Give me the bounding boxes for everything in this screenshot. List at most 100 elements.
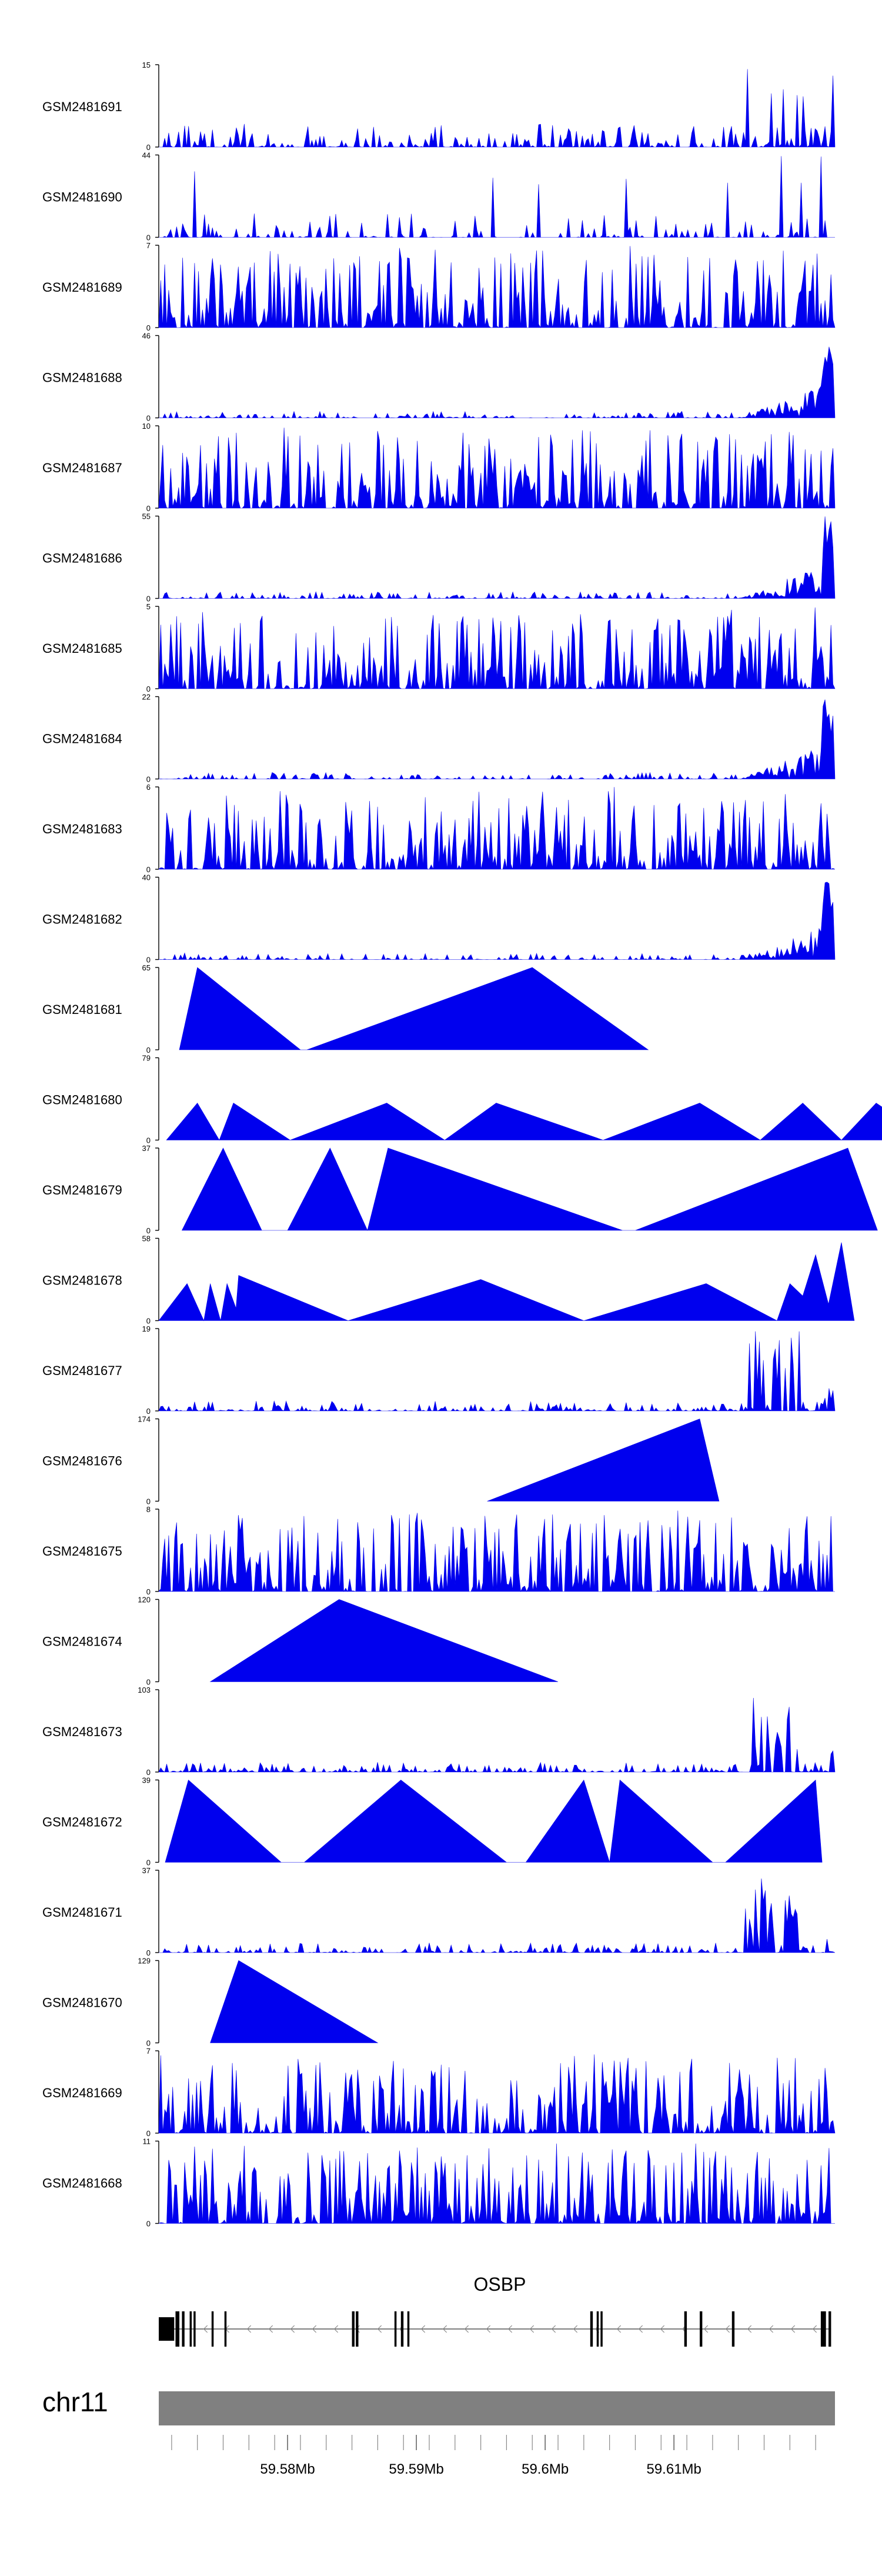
track-GSM2481690: GSM2481690 44 0 [42, 151, 835, 242]
strand-arrow [507, 2325, 513, 2333]
gene-exon [356, 2311, 359, 2347]
track-label: GSM2481674 [42, 1634, 122, 1649]
y-max-label: 7 [146, 241, 151, 250]
track-GSM2481676: GSM2481676 174 0 [42, 1415, 720, 1506]
gene-exon [407, 2311, 410, 2347]
gene-exon [182, 2311, 185, 2347]
track-GSM2481677: GSM2481677 19 0 [42, 1324, 836, 1416]
chromosome-ideogram: chr11 [42, 2387, 835, 2425]
track-label: GSM2481687 [42, 461, 122, 475]
strand-arrow [442, 2325, 447, 2333]
gene-exon [600, 2311, 603, 2347]
gene-track: OSBP [159, 2274, 831, 2347]
y-max-label: 22 [142, 693, 151, 702]
coverage-area [158, 2054, 836, 2134]
y-min-label: 0 [146, 414, 151, 423]
coverage-area [158, 607, 836, 690]
track-GSM2481679: GSM2481679 37 0 [42, 1144, 878, 1235]
gene-exon [175, 2311, 180, 2347]
track-GSM2481689: GSM2481689 7 0 [42, 241, 836, 332]
track-label: GSM2481688 [42, 371, 122, 385]
coverage-area [210, 1960, 379, 2043]
track-GSM2481685: GSM2481685 5 0 [42, 602, 836, 693]
track-label: GSM2481684 [42, 732, 122, 746]
strand-arrow [747, 2325, 752, 2333]
gene-exon [394, 2311, 397, 2347]
coverage-area [181, 1147, 878, 1231]
y-min-label: 0 [146, 2039, 151, 2048]
coverage-area [158, 428, 836, 509]
gene-exon [352, 2311, 355, 2347]
y-max-label: 65 [142, 963, 151, 972]
strand-arrow [246, 2325, 252, 2333]
gene-exon [193, 2311, 196, 2347]
y-min-label: 0 [146, 775, 151, 784]
y-max-label: 39 [142, 1776, 151, 1785]
y-min-label: 0 [146, 1587, 151, 1596]
track-label: GSM2481679 [42, 1183, 122, 1197]
gene-exon [590, 2311, 593, 2347]
strand-arrow [769, 2325, 774, 2333]
track-label: GSM2481677 [42, 1363, 122, 1378]
track-label: GSM2481673 [42, 1724, 122, 1739]
track-GSM2481680: GSM2481680 79 0 [42, 1054, 882, 1145]
coverage-area [158, 346, 836, 419]
track-GSM2481672: GSM2481672 39 0 [42, 1776, 823, 1867]
strand-arrow [420, 2325, 426, 2333]
coverage-area [159, 69, 836, 148]
coverage-area [166, 1102, 882, 1141]
strand-arrow [790, 2325, 796, 2333]
gene-exon [731, 2311, 735, 2347]
chromosome-band [159, 2391, 835, 2425]
y-min-label: 0 [146, 504, 151, 513]
gene-exon [700, 2311, 703, 2347]
track-GSM2481678: GSM2481678 58 0 [42, 1234, 855, 1326]
track-label: GSM2481680 [42, 1093, 122, 1107]
coverage-area [159, 156, 835, 238]
coverage-area [158, 787, 836, 870]
y-min-label: 0 [146, 2220, 151, 2228]
strand-arrow [551, 2325, 556, 2333]
gene-exon [596, 2311, 599, 2347]
coverage-area [158, 1510, 835, 1593]
y-max-label: 5 [146, 602, 151, 611]
track-label: GSM2481675 [42, 1544, 122, 1559]
chromosome-label: chr11 [42, 2387, 108, 2417]
track-label: GSM2481672 [42, 1815, 122, 1830]
y-min-label: 0 [146, 1948, 151, 1957]
track-GSM2481670: GSM2481670 129 0 [42, 1957, 379, 2048]
coverage-tracks: GSM2481691150GSM2481690440GSM248168970GS… [42, 61, 882, 2228]
gene-name-label: OSBP [474, 2274, 526, 2295]
y-min-label: 0 [146, 685, 151, 693]
track-label: GSM2481683 [42, 822, 122, 836]
y-min-label: 0 [146, 1858, 151, 1867]
track-label: GSM2481690 [42, 190, 122, 205]
y-min-label: 0 [146, 1768, 151, 1777]
strand-arrow [638, 2325, 643, 2333]
strand-arrow [290, 2325, 295, 2333]
track-GSM2481688: GSM2481688 46 0 [42, 332, 836, 423]
track-GSM2481686: GSM2481686 55 0 [42, 512, 836, 603]
strand-arrow [703, 2325, 709, 2333]
strand-arrow [333, 2325, 339, 2333]
track-label: GSM2481670 [42, 1996, 122, 2010]
strand-arrow [486, 2325, 491, 2333]
track-GSM2481681: GSM2481681 65 0 [42, 963, 649, 1055]
track-GSM2481687: GSM2481687 10 0 [42, 422, 836, 513]
strand-arrow [268, 2325, 273, 2333]
strand-arrow [812, 2325, 817, 2333]
track-GSM2481675: GSM2481675 8 0 [42, 1505, 835, 1596]
y-max-label: 40 [142, 873, 151, 882]
gene-exon [159, 2317, 175, 2341]
y-max-label: 37 [142, 1866, 151, 1875]
y-min-label: 0 [146, 1317, 151, 1326]
track-label: GSM2481691 [42, 99, 122, 114]
gene-exon [820, 2311, 826, 2347]
y-min-label: 0 [146, 2129, 151, 2138]
track-GSM2481673: GSM2481673 103 0 [42, 1686, 836, 1777]
genome-axis: 59.58Mb 59.59Mb 59.6Mb 59.61Mb [171, 2435, 816, 2477]
y-max-label: 103 [138, 1686, 151, 1694]
y-max-label: 10 [142, 422, 151, 431]
track-label: GSM2481669 [42, 2086, 122, 2100]
